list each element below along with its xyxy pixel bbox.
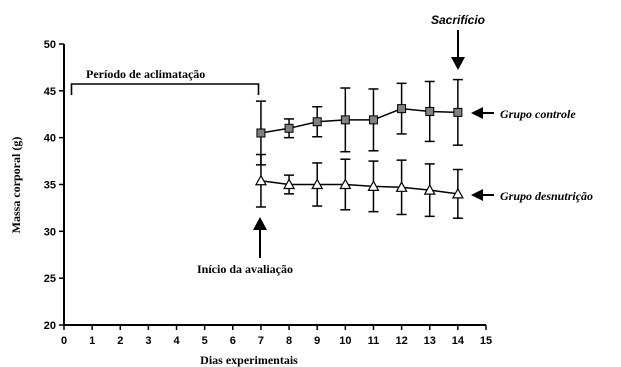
x-tick-label: 7 [258, 335, 264, 347]
x-tick-label: 5 [202, 335, 208, 347]
acclimation-bracket [70, 83, 260, 95]
x-tick-label: 2 [117, 335, 123, 347]
series-line [260, 180, 458, 195]
y-tick-label: 40 [44, 133, 56, 145]
series-line [260, 107, 458, 134]
y-tick-label: 25 [44, 273, 56, 285]
evaluation-start-arrow-icon [253, 217, 267, 258]
x-tick-label: 13 [424, 335, 436, 347]
data-point [254, 174, 267, 186]
acclimation-label: Período de aclimatação [86, 67, 205, 81]
data-point [368, 115, 378, 125]
data-point [340, 115, 350, 125]
series-2 [254, 153, 464, 219]
data-point [451, 187, 464, 199]
y-ticks: 20 25 30 35 40 45 50 [44, 39, 64, 332]
x-tick-label: 10 [339, 335, 351, 347]
x-tick-label: 0 [61, 335, 67, 347]
data-point [367, 180, 380, 191]
data-point [453, 107, 463, 117]
axes [63, 44, 486, 326]
data-point [397, 104, 407, 114]
x-tick-label: 9 [314, 335, 320, 347]
data-point [312, 117, 322, 127]
evaluation-start-label: Início da avaliação [197, 262, 293, 276]
series-layer [254, 78, 464, 219]
legend-control-arrow-icon [471, 107, 494, 119]
x-tick-label: 6 [230, 335, 236, 347]
x-ticks: 0 1 2 3 4 5 6 7 8 9 10 11 12 13 14 15 [61, 325, 492, 347]
y-tick-label: 45 [44, 86, 56, 98]
data-point [256, 128, 266, 138]
data-point [283, 178, 296, 190]
data-point [425, 106, 435, 116]
data-point [423, 183, 436, 195]
legend-malnutrition-arrow-icon [471, 189, 494, 201]
y-tick-label: 50 [44, 39, 56, 51]
x-tick-label: 3 [145, 335, 151, 347]
sacrifice-label: Sacrifício [431, 13, 485, 27]
data-point [284, 123, 294, 133]
x-tick-label: 4 [173, 335, 180, 347]
data-point [395, 181, 408, 192]
x-tick-label: 12 [395, 335, 407, 347]
legend-control-label: Grupo controle [500, 107, 576, 121]
data-point [311, 178, 324, 190]
x-tick-label: 8 [286, 335, 292, 347]
y-tick-label: 35 [44, 180, 56, 192]
sacrifice-arrow-icon [451, 30, 465, 70]
x-tick-label: 14 [452, 335, 465, 347]
x-tick-label: 1 [89, 335, 95, 347]
y-tick-label: 20 [44, 320, 56, 332]
x-tick-label: 15 [480, 335, 492, 347]
x-tick-label: 11 [368, 335, 380, 347]
series-1 [255, 78, 463, 166]
y-tick-label: 30 [44, 226, 56, 238]
data-point [339, 178, 352, 190]
y-axis-label: Massa corporal (g) [9, 137, 23, 234]
x-axis-label: Dias experimentais [200, 353, 298, 367]
legend-malnutrition-label: Grupo desnutrição [500, 189, 593, 203]
